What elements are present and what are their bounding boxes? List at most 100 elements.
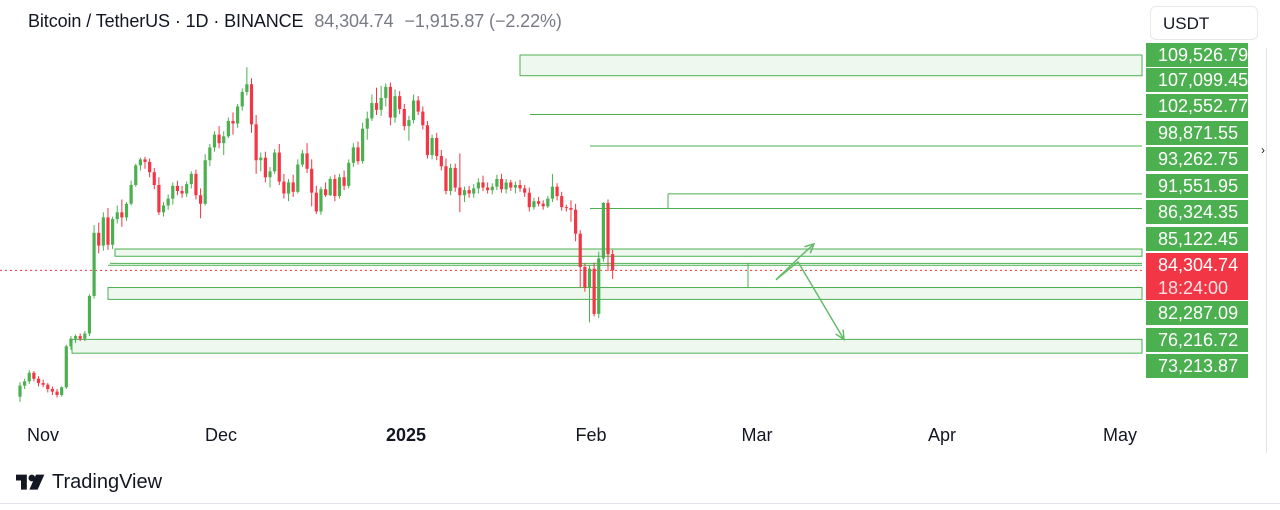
candle-body [41,383,45,385]
current-price-label: 84,304.74 [1146,253,1248,277]
candle-up [462,186,467,203]
candle-up [208,144,212,167]
tradingview-brand[interactable]: TradingView [16,471,162,494]
candle-up [23,378,27,390]
candle-down [583,263,587,292]
symbol-title[interactable]: Bitcoin / TetherUS · 1D · BINANCE [28,11,304,31]
candle-up [60,386,64,397]
candle-up [328,176,332,197]
candle-body [597,258,601,314]
candle-up [236,103,240,128]
candle-body [282,181,286,194]
candle-down [120,199,124,227]
candle-body [550,186,555,199]
projection-up-arrow [775,242,816,281]
zone-box [114,248,1143,257]
price-chart[interactable] [0,0,1280,460]
candles-layer [18,67,615,402]
candle-body [527,192,531,208]
candle-body [249,84,254,125]
candle-up [513,181,518,194]
candle-down [97,222,101,254]
candle-body [374,103,379,110]
candle-body [97,232,101,246]
candle-body [342,177,346,186]
candle-up [361,122,365,164]
candle-body [240,91,244,107]
brand-name: TradingView [52,471,163,493]
candle-up [430,134,434,160]
candle-down [263,151,267,183]
candle-down [536,196,541,207]
candle-up [448,163,453,196]
candle-body [101,217,105,246]
candle-body [421,111,425,126]
candle-body [606,202,610,255]
candle-up [546,196,550,209]
candle-down [323,182,328,197]
candle-body [50,389,55,392]
candle-up [161,202,166,217]
candle-down [425,120,430,159]
candle-down [574,203,578,242]
candle-down [611,249,615,279]
candle-body [518,184,522,189]
candle-body [124,203,129,218]
candle-body [18,385,22,397]
candle-body [601,202,605,259]
candle-body [333,179,337,197]
price-label-93262: 93,262.75 [1146,147,1248,171]
candle-body [476,182,480,189]
candle-down [398,91,402,115]
candle-body [407,120,411,127]
candle-body [203,160,207,204]
candle-down [435,132,439,161]
candle-body [587,268,592,288]
candle-body [273,152,277,172]
candle-body [291,182,295,192]
zone-box [107,287,1143,300]
candle-down [106,208,110,250]
candle-down [143,156,147,169]
candle-down [421,106,425,130]
time-label-may: May [1102,425,1138,445]
candle-down [555,183,559,201]
candle-body [504,182,508,190]
candle-body [541,203,545,207]
candle-body [78,336,82,339]
candle-down [32,371,36,382]
candle-body [157,184,161,213]
candle-down [439,149,443,171]
candle-body [208,147,212,161]
candle-body [254,124,258,161]
candle-up [87,294,92,337]
candle-up [134,163,138,187]
price-label-91551: 91,551.95 [1146,174,1248,198]
candle-body [268,171,272,178]
candle-down [148,158,152,178]
candle-body [55,391,59,395]
candle-up [203,154,207,206]
time-label-feb: Feb [575,425,607,445]
candle-body [435,138,439,156]
candle-body [36,378,41,384]
currency-button[interactable]: USDT [1150,6,1258,40]
candle-up [18,382,22,402]
candle-up [365,111,369,140]
time-label-2025: 2025 [385,425,427,445]
candle-down [518,179,522,192]
candle-body [305,153,309,169]
chart-header: Bitcoin / TetherUS · 1D · BINANCE 84,304… [28,11,562,32]
candle-body [87,295,92,334]
candle-up [393,89,397,123]
candle-body [611,254,615,271]
candle-body [439,155,443,167]
candle-down [194,169,198,200]
candle-body [314,192,318,212]
candle-body [472,188,476,194]
candle-body [310,168,314,193]
candle-body [198,195,203,204]
price-axis-border [1266,48,1267,453]
candle-down [388,82,392,126]
candle-body [398,96,402,110]
